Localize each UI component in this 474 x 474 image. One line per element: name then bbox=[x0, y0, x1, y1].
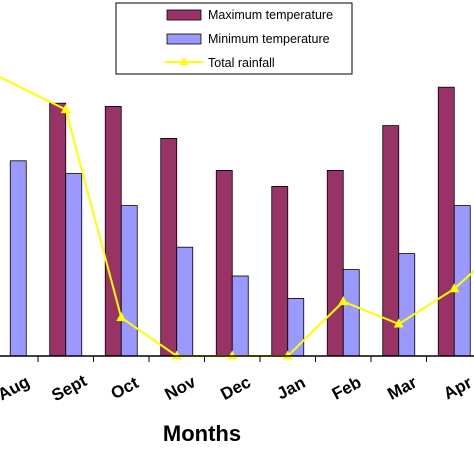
x-tick-label-nov: Nov bbox=[162, 372, 200, 404]
x-axis-title: Months bbox=[163, 421, 241, 446]
rainfall-marker-nov bbox=[171, 350, 182, 360]
x-tick-label-oct: Oct bbox=[108, 373, 142, 403]
bar-minimum-feb bbox=[342, 269, 360, 357]
rainfall-marker-feb bbox=[338, 296, 349, 306]
rainfall-marker-mar bbox=[393, 318, 404, 328]
x-ticks-layer: AugSeptOctNovDecJanFebMarAprMay bbox=[0, 356, 474, 405]
bar-minimum-aug bbox=[9, 160, 27, 357]
bar-maximum-jan bbox=[271, 185, 289, 357]
x-tick-label-aug: Aug bbox=[0, 372, 33, 404]
rainfall-marker-apr bbox=[449, 283, 460, 293]
bar-minimum-nov bbox=[176, 246, 194, 357]
legend: Maximum temperature Minimum temperature … bbox=[115, 2, 353, 75]
x-tick-label-jan: Jan bbox=[274, 373, 309, 404]
bar-maximum-apr bbox=[437, 86, 455, 357]
x-tick-label-dec: Dec bbox=[217, 372, 253, 403]
bar-maximum-feb bbox=[326, 169, 344, 357]
x-tick-label-apr: Apr bbox=[440, 373, 474, 404]
legend-box bbox=[115, 2, 353, 75]
bar-minimum-sept bbox=[65, 173, 83, 357]
bar-maximum-sept bbox=[49, 102, 67, 357]
legend-label-minimum: Minimum temperature bbox=[208, 32, 330, 46]
x-tick-label-sept: Sept bbox=[48, 371, 90, 405]
bar-maximum-nov bbox=[160, 137, 178, 357]
legend-label-rainfall: Total rainfall bbox=[208, 56, 275, 70]
x-tick-label-feb: Feb bbox=[329, 373, 365, 404]
bars-layer bbox=[9, 86, 471, 357]
legend-swatch-minimum bbox=[166, 33, 202, 45]
bar-minimum-oct bbox=[120, 205, 138, 357]
rainfall-marker-sept bbox=[60, 104, 71, 114]
bar-minimum-dec bbox=[231, 275, 249, 357]
bar-maximum-dec bbox=[215, 169, 233, 357]
rainfall-marker-dec bbox=[227, 350, 238, 360]
rainfall-marker-jan bbox=[282, 350, 293, 360]
x-tick-label-mar: Mar bbox=[384, 372, 420, 403]
legend-swatch-maximum bbox=[166, 9, 202, 21]
bar-minimum-mar bbox=[398, 253, 416, 357]
legend-label-maximum: Maximum temperature bbox=[208, 8, 333, 22]
rainfall-marker-oct bbox=[116, 312, 127, 322]
legend-swatch-rainfall-marker bbox=[179, 57, 189, 65]
